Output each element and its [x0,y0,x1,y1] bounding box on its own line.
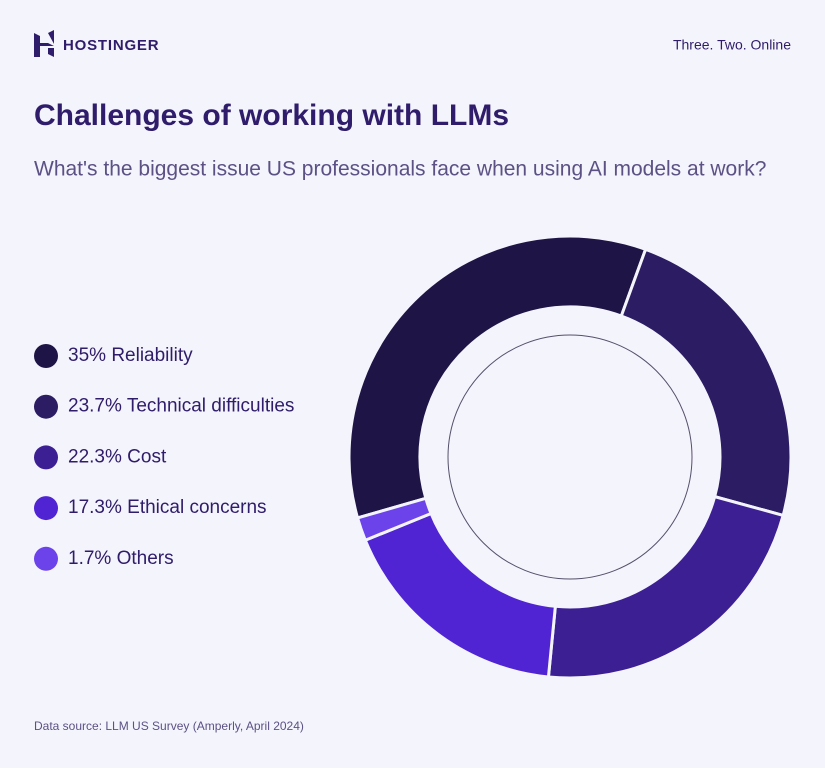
legend-value: 17.3% [68,497,122,518]
chart-subtitle: What's the biggest issue US professional… [34,158,766,181]
source: Data source: LLM US Survey (Amperly, Apr… [34,719,304,733]
legend-label: 35% Reliability [68,345,193,366]
legend-category: Others [117,548,174,569]
legend-category: Cost [127,446,167,467]
donut-segment [619,247,793,518]
logo-icon [34,30,54,57]
legend-category: Technical difficulties [127,396,295,417]
legend-swatch [34,546,58,571]
inner-ring [447,334,693,580]
legend-label: 23.7% Technical difficulties [68,396,294,417]
logo [34,30,54,57]
legend-value: 22.3% [68,446,122,467]
tagline: Three. Two. Online [673,37,791,53]
legend-value: 1.7% [68,548,111,569]
legend-label: 22.3% Cost [68,446,167,467]
chart-title: Challenges of working with LLMs [34,99,509,132]
legend-value: 23.7% [68,396,122,417]
legend-value: 35% [68,345,106,366]
legend-swatch [34,344,58,368]
legend-swatch [34,445,58,470]
legend-category: Ethical concerns [127,497,266,518]
brand: HOSTINGER [63,37,159,54]
legend-swatch [34,394,58,419]
donut-segment [355,496,433,543]
donut-segment [347,234,648,520]
legend-label: 17.3% Ethical concerns [68,497,267,518]
legend-label: 1.7% Others [68,548,174,569]
legend-category: Reliability [111,345,193,366]
legend-swatch [34,496,58,521]
